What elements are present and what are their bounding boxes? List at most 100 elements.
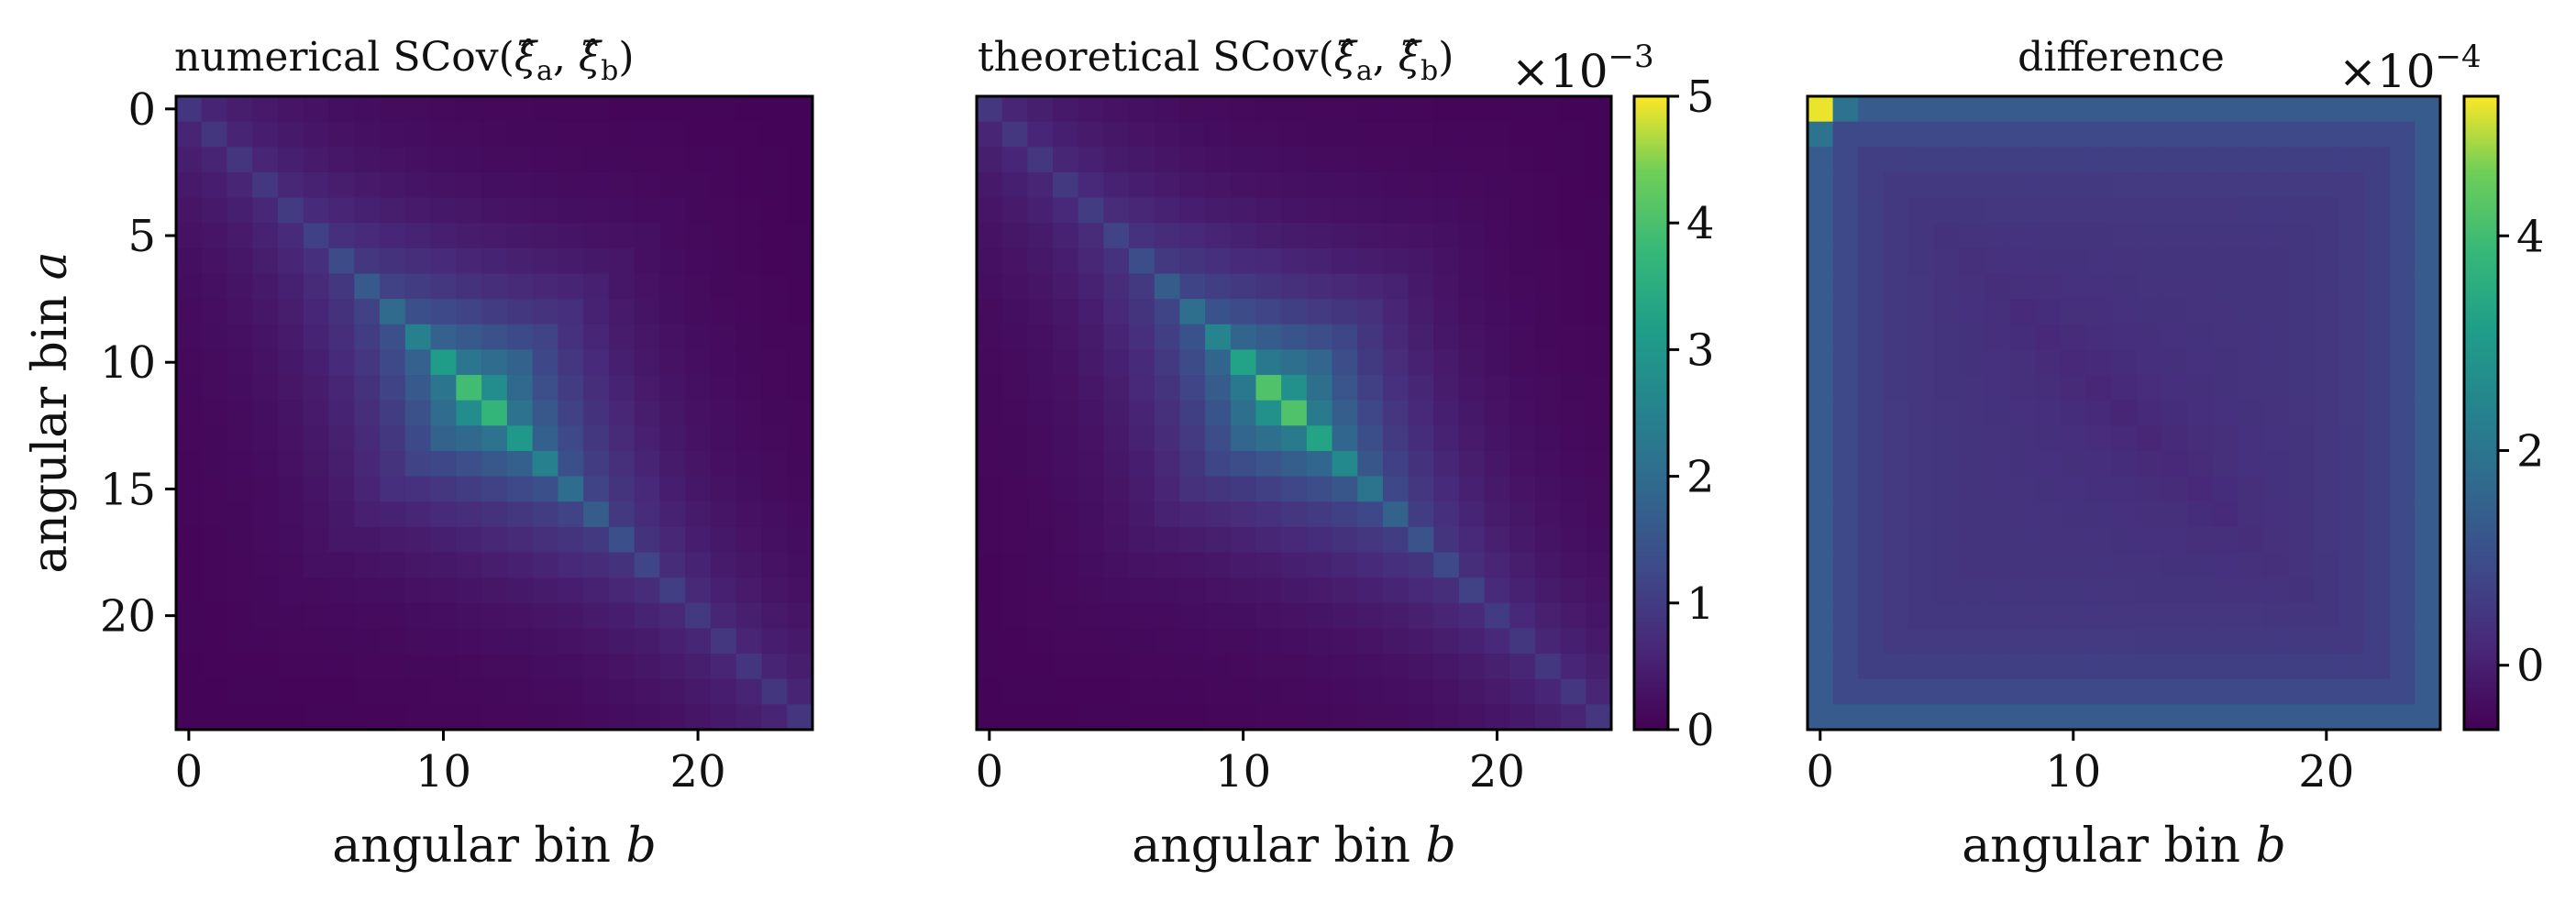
heatmap-cell bbox=[977, 526, 1003, 554]
heatmap-cell bbox=[354, 223, 381, 249]
heatmap-cell bbox=[354, 147, 381, 173]
heatmap-cell bbox=[787, 299, 813, 325]
heatmap-cell bbox=[481, 476, 508, 502]
heatmap-cell bbox=[1078, 147, 1104, 173]
heatmap-cell bbox=[1281, 501, 1308, 528]
heatmap-cell bbox=[608, 400, 636, 426]
heatmap-cell bbox=[2262, 425, 2289, 452]
heatmap-cell bbox=[1883, 375, 1909, 402]
heatmap-cell bbox=[1433, 678, 1460, 705]
heatmap-cell bbox=[1832, 501, 1859, 528]
heatmap-cell bbox=[1586, 375, 1612, 402]
heatmap-cell bbox=[1985, 324, 2011, 350]
heatmap-cell bbox=[2009, 273, 2036, 300]
heatmap-cell bbox=[1534, 501, 1562, 528]
heatmap-cell bbox=[201, 578, 228, 604]
heatmap-cell bbox=[1509, 324, 1536, 350]
heatmap-cell bbox=[2389, 526, 2416, 554]
heatmap-cell bbox=[1179, 578, 1206, 604]
heatmap-cell bbox=[1484, 628, 1510, 654]
heatmap-cell bbox=[583, 425, 610, 452]
heatmap-cell bbox=[1230, 375, 1257, 402]
heatmap-cell bbox=[2338, 654, 2365, 680]
heatmap-cell bbox=[2389, 450, 2416, 478]
heatmap-cell bbox=[1154, 526, 1181, 554]
heatmap-cell bbox=[2262, 628, 2289, 654]
heatmap-cell bbox=[583, 501, 610, 528]
heatmap-cell bbox=[227, 476, 253, 502]
heatmap-cell bbox=[1027, 248, 1054, 275]
heatmap-cell bbox=[2085, 654, 2112, 680]
heatmap-cell bbox=[2085, 602, 2112, 630]
heatmap-cell bbox=[1332, 324, 1358, 350]
heatmap-cell bbox=[380, 147, 406, 173]
heatmap-cell bbox=[380, 654, 406, 680]
heatmap-cell bbox=[1832, 273, 1859, 300]
heatmap-cell bbox=[456, 704, 482, 731]
heatmap-cell bbox=[761, 171, 788, 199]
heatmap-cell bbox=[2085, 349, 2112, 376]
heatmap-cell bbox=[2389, 375, 2416, 402]
heatmap-cell bbox=[1808, 602, 1834, 630]
heatmap-cell bbox=[1103, 654, 1130, 680]
heatmap-cell bbox=[1306, 324, 1333, 350]
heatmap-cell bbox=[1281, 450, 1308, 478]
heatmap-cell bbox=[2009, 501, 2036, 528]
heatmap-cell bbox=[1808, 197, 1834, 224]
heatmap-cell bbox=[1484, 299, 1510, 325]
heatmap-cell bbox=[1908, 678, 1935, 705]
heatmap-cell bbox=[761, 299, 788, 325]
heatmap-cell bbox=[1934, 121, 1961, 148]
heatmap-cell bbox=[532, 602, 558, 630]
heatmap-cell bbox=[1959, 324, 1985, 350]
heatmap-cell bbox=[176, 197, 203, 224]
heatmap-cell bbox=[404, 299, 432, 325]
heatmap-cell bbox=[1433, 628, 1460, 654]
heatmap-cell bbox=[380, 552, 406, 578]
heatmap-cell bbox=[201, 501, 228, 528]
heatmap-cell bbox=[710, 678, 737, 705]
heatmap-cell bbox=[2009, 96, 2036, 123]
heatmap-cell bbox=[481, 654, 508, 680]
heatmap-cell bbox=[1205, 476, 1232, 502]
heatmap-cell bbox=[2262, 223, 2289, 249]
heatmap-cell bbox=[201, 552, 228, 578]
heatmap-cell bbox=[1408, 223, 1434, 249]
heatmap-cell bbox=[430, 171, 457, 199]
heatmap-cell bbox=[685, 704, 712, 731]
heatmap-cell bbox=[1332, 704, 1358, 731]
heatmap-cell bbox=[2161, 704, 2188, 731]
heatmap-cell bbox=[1078, 704, 1104, 731]
x-tick-label: 0 bbox=[1807, 746, 1835, 798]
heatmap-cell bbox=[303, 654, 330, 680]
heatmap-cell bbox=[1484, 425, 1510, 452]
heatmap-cell bbox=[1509, 678, 1536, 705]
heatmap-cell bbox=[1129, 375, 1155, 402]
heatmap-cell bbox=[2415, 197, 2441, 224]
heatmap-cell bbox=[1027, 324, 1054, 350]
heatmap-cell bbox=[506, 654, 534, 680]
heatmap-cell bbox=[2111, 273, 2138, 300]
heatmap-cell bbox=[2136, 273, 2162, 300]
heatmap-cell bbox=[1129, 552, 1155, 578]
heatmap-cell bbox=[2187, 171, 2214, 199]
axes-frame bbox=[1806, 94, 2442, 732]
heatmap-cell bbox=[2212, 526, 2239, 554]
heatmap-cell bbox=[1103, 425, 1130, 452]
heatmap-cell bbox=[481, 552, 508, 578]
heatmap-cell bbox=[608, 526, 636, 554]
heatmap-cell bbox=[2136, 248, 2162, 275]
heatmap-cell bbox=[2338, 349, 2365, 376]
heatmap-cell bbox=[2035, 526, 2062, 554]
heatmap-cell bbox=[1586, 349, 1612, 376]
heatmap-cell bbox=[1934, 654, 1961, 680]
heatmap-cell bbox=[1205, 197, 1232, 224]
heatmap-cell bbox=[1985, 121, 2011, 148]
heatmap-cell bbox=[558, 197, 584, 224]
heatmap-cell bbox=[1382, 526, 1410, 554]
heatmap-cell bbox=[303, 450, 330, 478]
heatmap-cell bbox=[1985, 602, 2011, 630]
heatmap-cell bbox=[1027, 578, 1054, 604]
heatmap-cell bbox=[2111, 578, 2138, 604]
